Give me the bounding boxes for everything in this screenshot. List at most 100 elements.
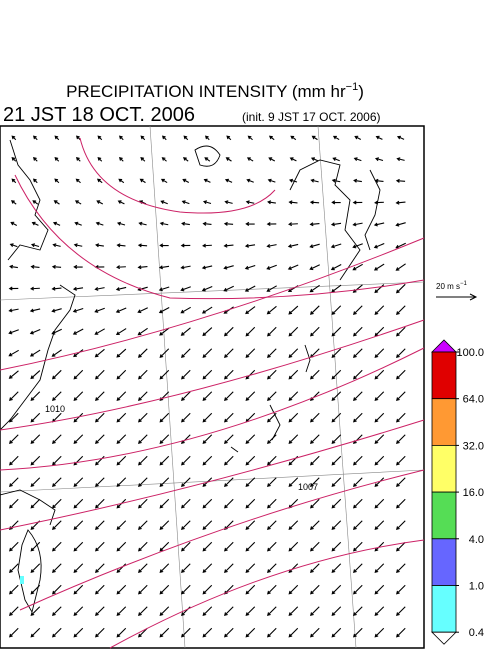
wind-arrow <box>331 477 342 487</box>
wind-arrow <box>223 243 234 248</box>
wind-arrow <box>9 498 19 509</box>
wind-arrow <box>396 412 406 423</box>
wind-arrow <box>116 434 127 444</box>
wind-arrow <box>310 584 320 595</box>
wind-arrow <box>94 307 105 313</box>
wind-arrow <box>52 606 62 616</box>
wind-arrow <box>159 627 170 638</box>
wind-arrow <box>116 584 127 595</box>
wind-arrow <box>224 606 234 616</box>
wind-arrow <box>353 391 363 401</box>
wind-arrow <box>223 221 234 226</box>
wind-arrow <box>181 200 190 205</box>
wind-arrow <box>310 563 320 573</box>
wind-arrow <box>116 412 127 423</box>
colorbar-segment <box>431 538 457 586</box>
wind-arrow <box>310 412 320 423</box>
wind-arrow <box>29 329 41 335</box>
wind-arrow <box>224 348 234 358</box>
wind-arrow <box>267 200 276 205</box>
wind-arrow <box>159 455 170 466</box>
wind-arrow <box>310 627 320 638</box>
wind-arrow <box>266 243 277 248</box>
wind-arrow <box>9 584 19 595</box>
wind-arrow <box>9 541 19 552</box>
wind-arrow <box>95 541 105 552</box>
colorbar: 100.0 64.0 32.0 16.0 4.0 1.0 0.4 <box>431 339 484 645</box>
wind-arrow <box>8 329 19 335</box>
colorbar-label: 0.4 <box>469 627 484 639</box>
wind-arrow <box>94 348 105 358</box>
wind-arrow <box>288 541 299 552</box>
wind-arrow <box>374 200 384 205</box>
wind-arrow <box>181 369 191 380</box>
wind-arrow <box>116 563 127 573</box>
wind-arrow <box>95 520 105 530</box>
wind-arrow <box>331 520 342 530</box>
wind-arrow <box>97 156 103 162</box>
wind-arrow <box>352 243 363 249</box>
wind-arrow <box>116 221 126 226</box>
wind-arrow <box>137 265 148 270</box>
wind-arrow <box>73 391 84 401</box>
wind-arrow <box>159 498 170 509</box>
wind-arrow <box>115 307 127 313</box>
wind-arrow <box>95 221 104 226</box>
wind-arrow <box>159 541 170 552</box>
wind-arrow <box>245 221 255 226</box>
wind-arrow <box>95 243 104 248</box>
wind-arrow <box>245 200 255 205</box>
wind-arrow <box>331 178 341 183</box>
vector-key-exponent: −1 <box>460 281 468 287</box>
coastline <box>289 159 361 281</box>
wind-arrow <box>224 178 233 183</box>
wind-arrow <box>160 200 168 205</box>
wind-arrow <box>138 584 148 595</box>
wind-arrow <box>117 200 125 205</box>
wind-arrow <box>267 498 277 509</box>
wind-arrow <box>331 606 342 616</box>
wind-arrow <box>267 584 277 595</box>
wind-arrow <box>331 391 342 401</box>
wind-arrow <box>181 627 191 638</box>
wind-arrow <box>245 326 256 337</box>
wind-arrow <box>8 308 19 313</box>
wind-arrow <box>9 627 19 638</box>
wind-arrow <box>30 477 41 487</box>
wind-arrow <box>353 326 363 337</box>
island <box>304 344 311 373</box>
wind-arrow <box>73 606 84 616</box>
wind-arrow <box>309 222 320 227</box>
wind-arrow <box>96 178 103 184</box>
wind-arrow <box>181 221 190 226</box>
wind-arrow <box>309 284 320 293</box>
wind-arrow <box>202 200 212 205</box>
colorbar-label: 16.0 <box>463 487 484 499</box>
wind-arrow <box>224 455 234 466</box>
wind-arrow <box>202 434 213 444</box>
wind-arrow <box>224 627 234 638</box>
wind-arrow <box>224 200 233 205</box>
wind-arrow <box>159 243 169 248</box>
wind-arrow <box>202 606 213 616</box>
wind-arrow <box>224 498 234 509</box>
wind-arrow <box>354 135 362 140</box>
wind-vectors <box>8 135 406 638</box>
wind-arrow <box>181 348 191 358</box>
wind-arrow <box>180 265 191 270</box>
wind-arrow <box>245 563 256 573</box>
wind-arrow <box>374 584 385 595</box>
wind-arrow <box>353 520 363 530</box>
wind-arrow <box>158 307 170 314</box>
wind-arrow <box>245 369 256 380</box>
wind-arrow <box>288 477 299 487</box>
wind-arrow <box>181 520 191 530</box>
wind-arrow <box>245 627 256 638</box>
wind-arrow <box>396 520 406 530</box>
wind-arrow <box>30 370 41 380</box>
wind-arrow <box>245 434 256 444</box>
wind-arrow <box>115 286 127 292</box>
colorbar-segment <box>431 351 457 400</box>
wind-arrow <box>224 434 234 444</box>
wind-arrow <box>159 348 170 358</box>
